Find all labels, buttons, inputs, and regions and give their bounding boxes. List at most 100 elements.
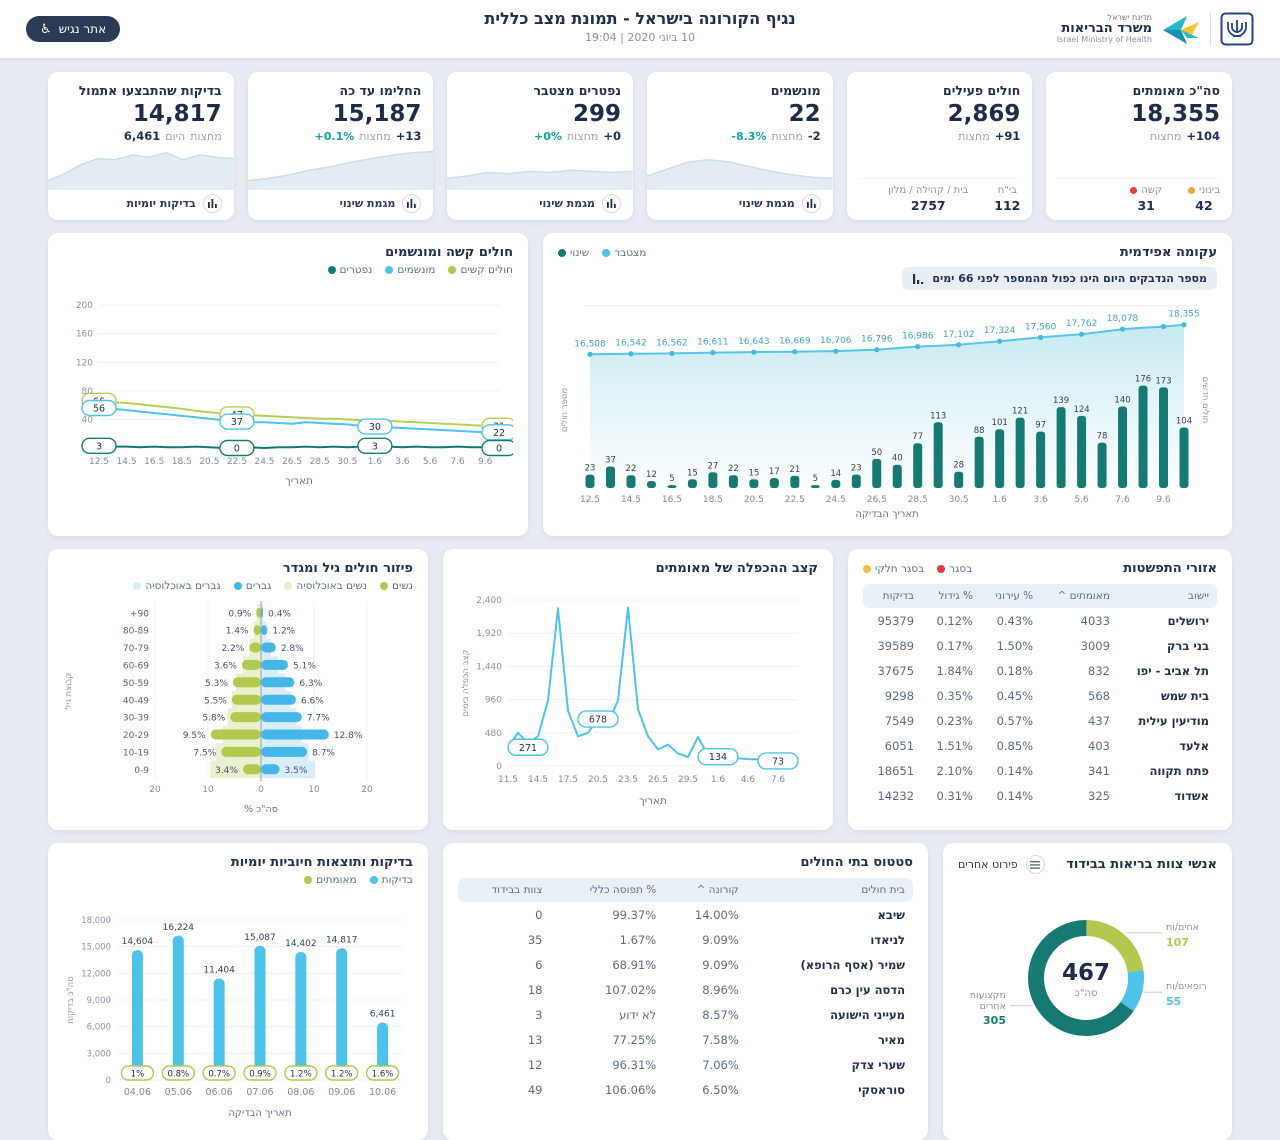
hospitals-table-cell: 13	[527, 1032, 543, 1047]
svg-text:16,562: 16,562	[656, 338, 688, 348]
hospitals-table-cell: 9.09%	[702, 932, 739, 947]
hospitals-table-row[interactable]: שיבא 14.00% 99.37% 0	[458, 902, 913, 927]
spread-table-cell: בית שמש	[1160, 688, 1209, 703]
spread-table-row[interactable]: בני ברק 3009 1.50% 0.17% 39589	[863, 633, 1217, 658]
kpi-trend-button[interactable]: מגמת שינוי	[459, 194, 621, 213]
spread-table-row[interactable]: ירושלים 4033 0.43% 0.12% 95379	[863, 608, 1217, 633]
svg-text:6.6%: 6.6%	[301, 696, 324, 706]
svg-text:% סה"כ: % סה"כ	[244, 804, 278, 814]
svg-text:17,324: 17,324	[984, 326, 1016, 336]
svg-text:107: 107	[1166, 936, 1189, 949]
spread-table-cell: 0.23%	[936, 713, 973, 728]
spread-table-row[interactable]: תל אביב - יפו 832 0.18% 1.84% 37675	[863, 658, 1217, 683]
spread-table-row[interactable]: אשדוד 325 0.14% 0.31% 14232	[863, 783, 1217, 808]
svg-text:9,000: 9,000	[87, 996, 111, 1006]
hospitals-table-column-header[interactable]: בית חולים	[746, 878, 913, 902]
kpi-title: בדיקות שהתבצעו אתמול	[78, 83, 222, 98]
pyramid-legend-item[interactable]: גברים באוכלוסיה	[133, 580, 221, 592]
svg-text:0: 0	[258, 785, 264, 795]
spread-table-column-header[interactable]: יישוב	[1117, 584, 1217, 608]
tests-legend-item[interactable]: מאומתים	[304, 874, 357, 886]
kpi-card-0: סה"כ מאומתים 18,355 מחצות +104 קשה 31 בינוני 42	[1046, 72, 1232, 220]
svg-text:7.5%: 7.5%	[193, 749, 216, 759]
svg-text:5.5%: 5.5%	[204, 696, 227, 706]
svg-text:78: 78	[1097, 432, 1108, 442]
doubling-card-title: קצב ההכפלה של מאומתים	[655, 561, 818, 576]
svg-text:271: 271	[519, 743, 537, 754]
spread-table-row[interactable]: אלעד 403 0.85% 1.51% 6051	[863, 733, 1217, 758]
svg-text:14.5: 14.5	[528, 775, 548, 785]
hospitals-table-column-header[interactable]: צוות בבידוד	[458, 878, 551, 902]
pyramid-legend-item[interactable]: גברים	[233, 580, 271, 592]
epi-legend-item[interactable]: שינוי	[558, 247, 589, 259]
svg-text:12: 12	[646, 470, 657, 480]
kpi-trend-button[interactable]: בדיקות יומיות	[60, 194, 222, 213]
hospitals-table-column-header[interactable]: % תפוסה כללי	[550, 878, 665, 902]
staff-details-button[interactable]: פירוט אחרים	[958, 855, 1045, 874]
israel-emblem-icon	[1220, 12, 1254, 46]
svg-text:7.6: 7.6	[1115, 495, 1130, 505]
hospitals-table-cell: 14.00%	[694, 907, 739, 922]
epi-legend-item[interactable]: מצטבר	[602, 247, 646, 259]
spread-table-cell: 1.51%	[936, 738, 973, 753]
kpi-trend-button[interactable]: מגמת שינוי	[659, 194, 821, 213]
hospitals-table-row[interactable]: שערי צדק 7.06% 96.31% 12	[458, 1052, 913, 1077]
hospitals-table-row[interactable]: שמיר (אסף הרופא) 9.09% 68.91% 6	[458, 952, 913, 977]
svg-text:16,611: 16,611	[697, 338, 729, 348]
svg-text:16,643: 16,643	[738, 337, 770, 347]
hospitals-table-column-header[interactable]: קורונה ^	[664, 878, 747, 902]
svg-text:06.06: 06.06	[206, 1087, 233, 1098]
svg-text:30.5: 30.5	[949, 495, 969, 505]
spread-table-row[interactable]: פתח תקווה 341 0.14% 2.10% 18651	[863, 758, 1217, 783]
svg-text:3.5%: 3.5%	[285, 766, 308, 776]
kpi-change-line: +0% מחצות +0	[459, 129, 621, 143]
kpi-change-line: 6,461 היום מחצות	[60, 129, 222, 143]
kpi-change-part: +104	[1186, 129, 1220, 143]
hospitals-table-row[interactable]: סוראסקי 6.50% 106.06% 49	[458, 1077, 913, 1102]
severe-legend-item[interactable]: חולים קשים	[448, 264, 513, 276]
kpi-change-part: 6,461	[123, 129, 161, 143]
pyramid-legend-label: גברים באוכלוסיה	[145, 580, 221, 592]
svg-text:1.2%: 1.2%	[290, 1070, 312, 1080]
spread-legend-item[interactable]: בסגר חלקי	[863, 563, 924, 575]
spread-table-column-header[interactable]: % עירוני	[981, 584, 1042, 608]
accessibility-button[interactable]: ♿ אתר נגיש	[26, 16, 121, 42]
svg-text:14,402: 14,402	[285, 939, 317, 949]
svg-text:15,000: 15,000	[81, 943, 111, 953]
svg-text:1.2%: 1.2%	[331, 1070, 353, 1080]
hospitals-table-row[interactable]: מאיר 7.58% 77.25% 13	[458, 1027, 913, 1052]
severe-legend: נפטרים מונשמים חולים קשים	[327, 264, 513, 276]
spread-table-column-header[interactable]: % גידול	[922, 584, 981, 608]
svg-text:סה"כ: סה"כ	[1075, 988, 1098, 999]
spread-table-row[interactable]: בית שמש 568 0.45% 0.35% 9298	[863, 683, 1217, 708]
svg-text:0.9%: 0.9%	[249, 1070, 271, 1080]
svg-text:0: 0	[496, 444, 502, 455]
spread-legend-item[interactable]: בסגר	[937, 563, 972, 575]
hospitals-table-cell: שיבא	[877, 907, 906, 922]
spread-table-column-header[interactable]: מאומתים ^	[1041, 584, 1118, 608]
spread-table-column-header[interactable]: בדיקות	[863, 584, 923, 608]
spread-table-row[interactable]: מודיעין עילית 437 0.57% 0.23% 7549	[863, 708, 1217, 733]
spread-table-cell: אשדוד	[1174, 788, 1209, 803]
svg-text:73: 73	[772, 756, 784, 767]
kpi-trend-button[interactable]: מגמת שינוי	[260, 194, 422, 213]
kpi-card-1: חולים פעילים 2,869 מחצות +91 בית / קהילה / מ…	[846, 72, 1033, 220]
svg-text:5.8%: 5.8%	[202, 714, 225, 724]
hospitals-table-row[interactable]: מעייני הישועה 8.57% לא ידוע 3	[458, 1002, 913, 1027]
staff-card-title: אנשי צוות בריאות בבידוד	[1066, 857, 1217, 872]
svg-text:5: 5	[813, 474, 818, 484]
pyramid-legend-item[interactable]: נשים באוכלוסיה	[284, 580, 367, 592]
hospitals-table-row[interactable]: לניאדו 9.09% 1.67% 35	[458, 927, 913, 952]
kpi-footer-stat-label: בית / קהילה / מלון	[888, 185, 968, 196]
severe-legend-item[interactable]: מונשמים	[385, 264, 435, 276]
svg-text:113: 113	[930, 411, 946, 421]
hospitals-table-row[interactable]: הדסה עין כרם 8.96% 107.02% 18	[458, 977, 913, 1002]
svg-text:3: 3	[96, 441, 102, 452]
svg-text:70-79: 70-79	[123, 644, 149, 654]
tests-legend-item[interactable]: בדיקות	[369, 874, 413, 886]
spread-table-cell: 0.85%	[996, 738, 1034, 753]
kpi-footer-stat: בית / קהילה / מלון 2757	[888, 185, 968, 213]
severe-legend-item[interactable]: נפטרים	[327, 264, 372, 276]
pyramid-legend-item[interactable]: נשים	[380, 580, 413, 592]
svg-text:16.5: 16.5	[144, 457, 164, 467]
